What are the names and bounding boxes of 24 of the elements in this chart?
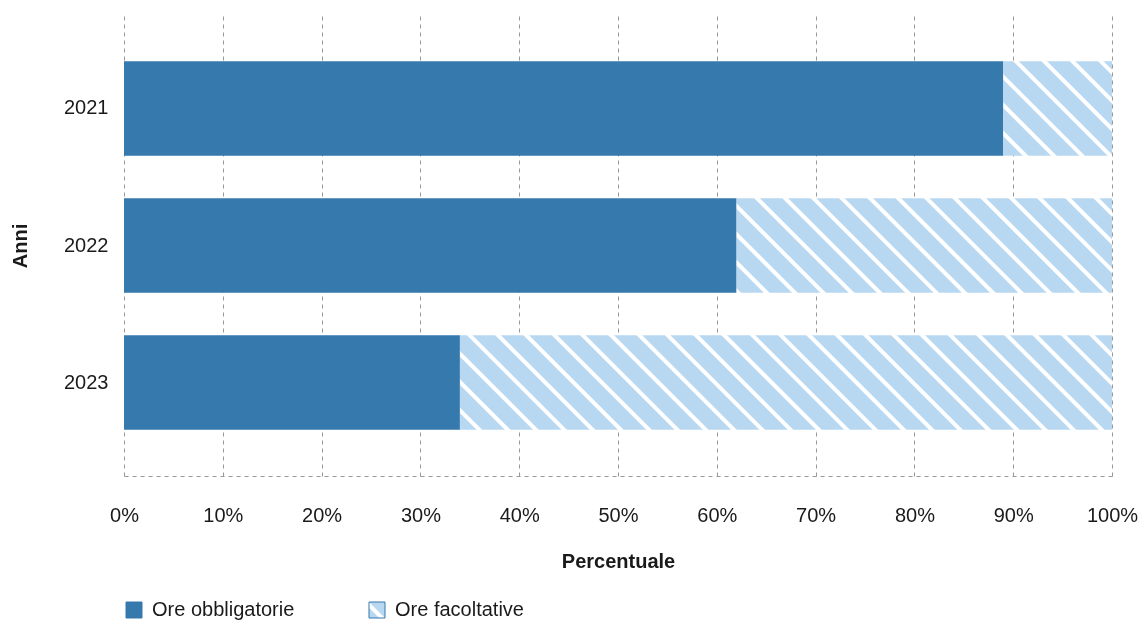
x-tick-label: 80%: [894, 503, 936, 526]
x-tick-label: 90%: [993, 503, 1034, 526]
bar: [124, 335, 460, 430]
x-tick-label: 0%: [110, 503, 140, 526]
x-tick-label: 60%: [697, 503, 738, 526]
legend-label: Ore facoltative: [395, 598, 524, 620]
x-tick-label: 50%: [598, 503, 639, 526]
y-tick-label: 2021: [64, 96, 109, 119]
bar: [124, 61, 1004, 156]
x-tick-label: 30%: [400, 503, 442, 526]
bar: [736, 198, 1112, 293]
bar: [1003, 61, 1112, 156]
y-axis-title: Anni: [9, 223, 32, 269]
y-tick-label: 2022: [64, 233, 109, 256]
x-tick-label: 10%: [203, 503, 244, 526]
bar: [124, 198, 737, 293]
x-tick-label: 40%: [499, 503, 540, 526]
x-tick-label: 20%: [302, 503, 343, 526]
x-axis-title: Percentuale: [561, 549, 676, 572]
legend-label: Ore obbligatorie: [152, 598, 295, 620]
bar: [459, 335, 1112, 430]
x-tick-label: 100%: [1086, 503, 1139, 526]
x-tick-label: 70%: [796, 503, 837, 526]
y-tick-label: 2023: [64, 370, 109, 393]
